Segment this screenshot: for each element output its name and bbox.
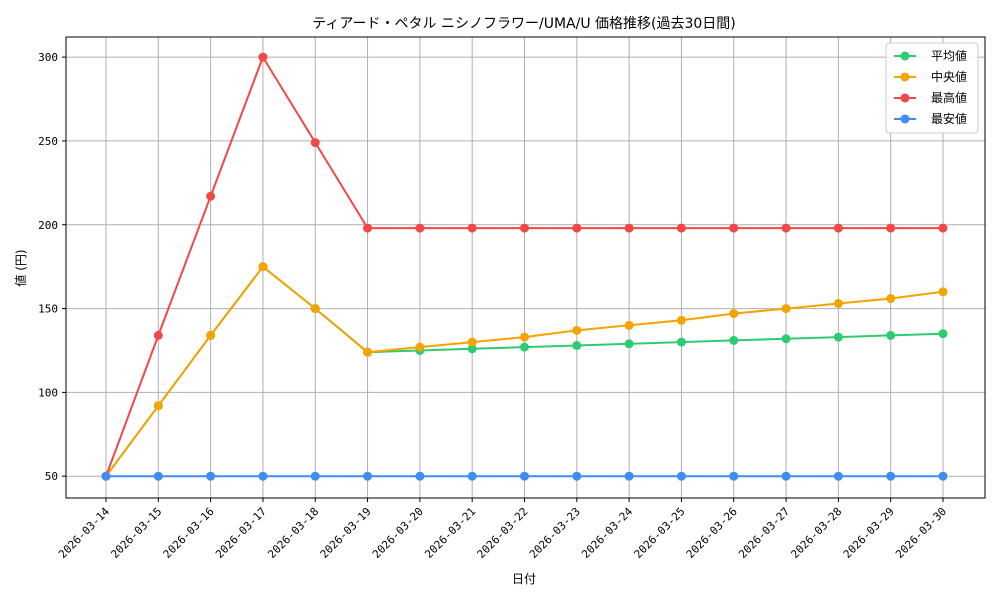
y-tick-label: 300 [38, 51, 58, 64]
y-axis-label: 値 (円) [13, 249, 28, 286]
data-point [833, 332, 843, 342]
data-point [363, 471, 373, 481]
data-point [153, 471, 163, 481]
y-tick-label: 150 [38, 303, 58, 316]
data-point [520, 332, 529, 342]
data-point [467, 337, 477, 347]
y-tick-label: 200 [38, 219, 58, 232]
data-point [572, 340, 582, 350]
data-point [624, 223, 634, 233]
data-point [206, 471, 216, 481]
data-point [467, 344, 477, 354]
data-point [781, 334, 791, 344]
legend-item: 中央値 [894, 69, 967, 84]
series-最安値 [101, 471, 948, 481]
data-point [886, 330, 896, 340]
data-point [153, 330, 163, 340]
data-point [833, 223, 843, 233]
data-point [363, 223, 373, 233]
legend-marker [900, 93, 910, 103]
data-point [938, 223, 948, 233]
legend-marker [900, 114, 910, 124]
legend-label: 平均値 [931, 48, 967, 63]
chart-title: ティアード・ペタル ニシノフラワー/UMA/U 価格推移(過去30日間) [312, 16, 736, 32]
data-point [729, 471, 739, 481]
data-point [258, 262, 268, 272]
data-point [258, 52, 268, 62]
legend-box [885, 42, 979, 134]
data-point [206, 330, 216, 340]
data-point [729, 335, 739, 345]
data-point [886, 223, 896, 233]
data-point [938, 329, 948, 339]
data-point [676, 315, 686, 325]
data-point [572, 223, 582, 233]
data-point [467, 471, 477, 481]
data-point [572, 471, 582, 481]
data-point [676, 471, 686, 481]
data-point [833, 471, 843, 481]
data-point [938, 287, 948, 297]
data-point [153, 401, 163, 411]
legend-item: 最高値 [894, 90, 967, 105]
data-point [886, 471, 896, 481]
y-tick-label: 100 [38, 386, 58, 399]
x-axis-label: 日付 [512, 572, 536, 586]
data-point [206, 191, 216, 201]
data-point [467, 223, 477, 233]
data-point [310, 471, 320, 481]
y-tick-label: 50 [45, 470, 58, 483]
data-point [624, 339, 634, 349]
data-point [781, 471, 791, 481]
data-point [572, 325, 582, 335]
legend-label: 中央値 [931, 69, 967, 84]
data-point [520, 342, 529, 352]
y-axis-ticks: 50 100 150 200 250 300 [38, 51, 66, 483]
data-point [520, 471, 529, 481]
data-point [886, 294, 896, 304]
data-point [415, 223, 425, 233]
legend-item: 平均値 [894, 48, 967, 63]
data-point [938, 471, 948, 481]
data-point [624, 320, 634, 330]
legend-marker [900, 51, 910, 61]
data-point [781, 304, 791, 314]
data-point [415, 471, 425, 481]
data-point [729, 223, 739, 233]
data-point [101, 471, 111, 481]
data-point [258, 471, 268, 481]
data-point [520, 223, 529, 233]
legend-label: 最安値 [931, 111, 967, 126]
data-point [363, 347, 373, 357]
y-tick-label: 250 [38, 135, 58, 148]
data-point [676, 337, 686, 347]
data-point [415, 342, 425, 352]
data-point [310, 138, 320, 148]
series-layer [101, 52, 948, 481]
data-point [310, 304, 320, 314]
data-point [781, 223, 791, 233]
data-point [833, 299, 843, 309]
legend-item: 最安値 [894, 111, 967, 126]
data-point [624, 471, 634, 481]
data-point [676, 223, 686, 233]
plot-area-frame [65, 36, 986, 499]
series-最高値 [101, 52, 948, 481]
data-point [729, 309, 739, 319]
legend-marker [900, 72, 910, 82]
legend-label: 最高値 [931, 90, 967, 105]
